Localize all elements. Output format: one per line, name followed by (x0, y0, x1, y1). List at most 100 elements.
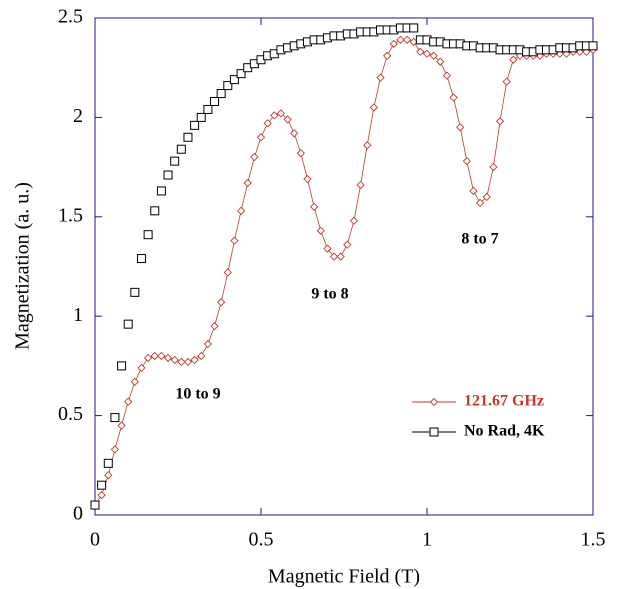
diamond-marker (163, 353, 173, 363)
diamond-marker (343, 240, 352, 249)
square-marker (216, 89, 226, 99)
square-marker (409, 23, 419, 33)
diamond-marker (489, 162, 498, 172)
diamond-marker (323, 244, 332, 253)
diamond-marker (210, 322, 219, 331)
x-tick-label: 0 (90, 529, 100, 551)
y-tick-label: 1.5 (58, 204, 83, 226)
square-marker (190, 120, 200, 130)
diamond-marker (495, 117, 505, 126)
diamond-marker (456, 123, 465, 132)
diamond-marker (243, 178, 252, 188)
square-marker (156, 186, 166, 196)
square-marker (176, 144, 186, 154)
diamond-marker (183, 357, 193, 367)
x-tick-label: 0.5 (249, 529, 274, 551)
diamond-marker (296, 149, 305, 158)
diamond-marker (429, 397, 439, 407)
square-marker (110, 413, 120, 423)
diamond-marker (276, 109, 286, 118)
diamond-marker (376, 73, 385, 82)
diamond-marker (190, 355, 199, 365)
square-marker (429, 427, 439, 437)
diamond-marker (416, 47, 425, 56)
square-marker (136, 254, 146, 264)
diamond-marker (230, 236, 239, 245)
series-line (94, 39, 594, 506)
diamond-marker (256, 133, 266, 142)
square-marker (196, 112, 206, 122)
diamond-marker (363, 141, 372, 150)
square-marker (150, 206, 160, 216)
square-marker (588, 41, 598, 51)
square-marker (236, 69, 246, 79)
diamond-marker (356, 180, 365, 190)
y-tick-label: 0 (73, 503, 83, 525)
diamond-marker (283, 115, 292, 124)
diamond-marker (329, 252, 339, 261)
diamond-marker (236, 206, 246, 215)
square-marker (143, 230, 153, 240)
diamond-marker (143, 353, 153, 363)
diamond-marker (170, 355, 179, 365)
annotation: 8 to 7 (461, 231, 498, 248)
square-marker (170, 156, 180, 166)
x-tick-label: 1.5 (581, 529, 606, 551)
diamond-marker (303, 174, 312, 184)
diamond-marker (223, 268, 232, 277)
x-axis-label: Magnetic Field (T) (268, 566, 420, 588)
diamond-marker (402, 35, 412, 45)
diamond-marker (124, 397, 133, 406)
diamond-marker (177, 357, 186, 367)
y-axis-label: Magnetization (a. u.) (12, 182, 34, 350)
diamond-marker (462, 156, 471, 166)
annotation: 9 to 8 (311, 286, 348, 303)
diamond-marker (263, 119, 272, 128)
square-marker (229, 75, 239, 85)
diamond-marker (197, 351, 206, 361)
diamond-marker (396, 35, 405, 45)
square-marker (223, 81, 233, 91)
diamond-marker (117, 421, 126, 430)
diamond-marker (369, 103, 379, 112)
diamond-marker (502, 77, 511, 86)
diamond-marker (442, 71, 452, 80)
diamond-marker (436, 57, 445, 66)
diamond-marker (429, 51, 438, 60)
square-marker (117, 361, 127, 371)
diamond-marker (137, 363, 146, 373)
diamond-marker (110, 445, 120, 454)
legend-label: 121.67 GHz (464, 393, 544, 410)
diamond-marker (104, 471, 113, 480)
y-tick-label: 2 (73, 105, 83, 127)
square-marker (103, 458, 113, 468)
diamond-marker (290, 129, 299, 138)
x-tick-label: 1 (422, 529, 432, 551)
diamond-marker (217, 298, 226, 307)
plot-frame (94, 17, 594, 516)
y-tick-label: 1 (73, 304, 83, 326)
square-marker (97, 480, 107, 490)
square-marker (90, 500, 100, 510)
legend-label: No Rad, 4K (464, 423, 545, 440)
diamond-marker (203, 339, 213, 349)
diamond-marker (389, 39, 398, 48)
diamond-marker (383, 51, 392, 60)
diamond-marker (349, 216, 359, 225)
square-marker (163, 170, 173, 180)
diamond-marker (157, 351, 166, 361)
diamond-marker (509, 55, 518, 64)
diamond-marker (449, 93, 458, 102)
diamond-marker (130, 377, 139, 386)
diamond-marker (316, 226, 325, 235)
square-marker (210, 96, 220, 106)
diamond-marker (422, 49, 432, 58)
diamond-marker (309, 202, 319, 211)
diamond-marker (482, 192, 491, 202)
square-marker (123, 319, 133, 329)
annotation: 10 to 9 (175, 386, 220, 403)
diamond-marker (150, 351, 159, 361)
square-marker (130, 287, 140, 297)
